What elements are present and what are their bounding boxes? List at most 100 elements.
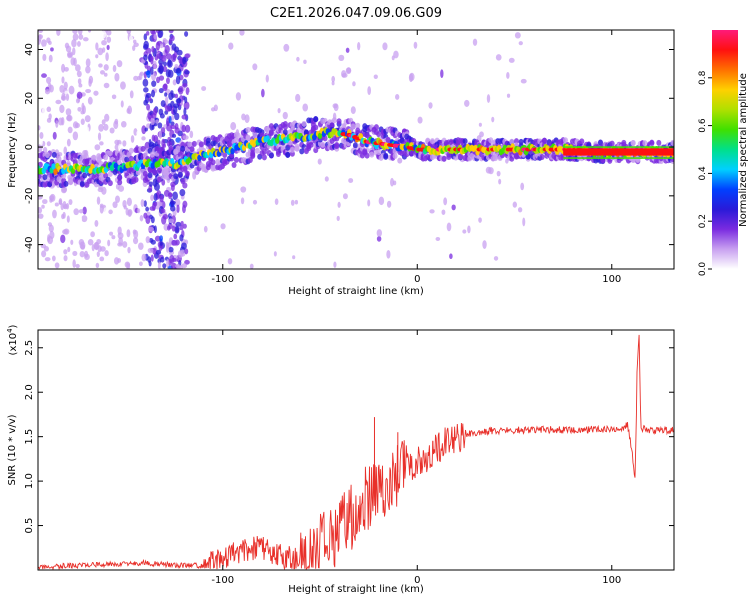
- noise-speck: [144, 127, 148, 132]
- noise-speck: [164, 39, 169, 45]
- noise-speck: [59, 84, 65, 93]
- noise-speck: [145, 206, 150, 212]
- ridge-halo: [245, 134, 251, 141]
- noise-speck: [66, 138, 71, 147]
- noise-speck: [182, 223, 187, 229]
- noise-speck: [429, 209, 435, 214]
- noise-speck: [142, 78, 149, 87]
- noise-speck: [161, 215, 167, 225]
- noise-speck: [170, 181, 176, 188]
- ridge-halo: [397, 157, 403, 164]
- ridge-halo: [649, 139, 655, 146]
- noise-speck: [136, 130, 142, 137]
- noise-speck: [118, 185, 125, 192]
- noise-speck: [106, 36, 112, 43]
- noise-speck: [70, 239, 74, 245]
- noise-speck: [165, 69, 171, 78]
- noise-speck: [184, 31, 189, 37]
- noise-speck: [174, 112, 180, 121]
- noise-speck: [435, 236, 441, 242]
- noise-speck: [317, 158, 322, 165]
- ridge-halo: [313, 116, 319, 123]
- noise-speck: [393, 50, 399, 59]
- noise-speck: [92, 30, 97, 38]
- noise-speck: [170, 205, 176, 212]
- ridge-halo: [42, 174, 48, 181]
- snr-line-layer: [38, 334, 674, 570]
- y-tick-label: 1.0: [24, 473, 35, 489]
- y-tick-label: 1.5: [24, 429, 35, 445]
- noise-speck: [99, 204, 104, 214]
- noise-speck: [140, 199, 145, 208]
- noise-speck: [75, 263, 80, 269]
- noise-speck: [177, 250, 184, 258]
- noise-speck: [151, 134, 156, 142]
- noise-speck: [149, 181, 153, 187]
- noise-speck: [170, 121, 175, 126]
- noise-speck: [121, 120, 127, 128]
- noise-speck: [94, 242, 99, 251]
- noise-speck: [472, 38, 478, 46]
- noise-speck: [158, 87, 164, 94]
- figure-title: C2E1.2026.047.09.06.G09: [270, 6, 442, 21]
- noise-speck: [74, 122, 80, 129]
- ridge-halo: [156, 176, 162, 183]
- ridge-halo: [268, 152, 274, 159]
- noise-speck: [437, 195, 443, 201]
- noise-speck: [179, 234, 184, 242]
- x-tick-label: 100: [602, 575, 621, 586]
- noise-speck: [174, 225, 180, 234]
- noise-speck: [101, 186, 107, 195]
- ridge-halo: [233, 156, 239, 163]
- noise-speck: [138, 261, 143, 267]
- noise-speck: [49, 198, 53, 203]
- noise-speck: [174, 123, 179, 130]
- noise-speck: [146, 103, 151, 111]
- noise-speck: [174, 63, 179, 70]
- noise-speck: [101, 39, 107, 46]
- noise-speck: [174, 93, 179, 99]
- noise-speck: [74, 73, 78, 80]
- ridge-halo: [630, 139, 636, 146]
- noise-speck: [145, 236, 151, 244]
- noise-speck: [133, 213, 138, 220]
- ridge-halo: [91, 154, 97, 161]
- noise-speck: [72, 47, 76, 56]
- ridge-halo: [509, 138, 515, 145]
- noise-speck: [227, 258, 233, 265]
- ridge-halo: [133, 176, 139, 183]
- noise-speck: [174, 198, 181, 207]
- noise-speck: [183, 107, 187, 116]
- ridge-halo: [539, 154, 545, 161]
- noise-speck: [166, 258, 170, 268]
- noise-speck: [451, 43, 457, 50]
- noise-speck: [141, 136, 146, 141]
- noise-speck: [150, 239, 156, 245]
- noise-speck: [518, 41, 523, 46]
- noise-speck: [85, 88, 92, 94]
- ridge-halo: [562, 137, 568, 144]
- noise-speck: [520, 78, 527, 84]
- ridge-halo: [140, 145, 146, 152]
- noise-speck: [166, 60, 173, 68]
- ridge-core: [230, 147, 235, 155]
- noise-speck: [342, 193, 348, 200]
- noise-speck: [181, 263, 188, 269]
- noise-speck: [122, 199, 127, 208]
- noise-speck: [274, 198, 279, 205]
- x-tick-label: -100: [211, 274, 234, 285]
- noise-speck: [333, 103, 339, 112]
- noise-speck: [170, 262, 177, 269]
- noise-speck: [157, 139, 161, 146]
- ridge-halo: [299, 148, 305, 155]
- ridge-halo: [579, 138, 585, 145]
- noise-speck: [153, 201, 158, 207]
- noise-speck: [66, 115, 72, 122]
- ridge-band-edge: [563, 146, 674, 148]
- noise-speck: [139, 215, 144, 222]
- noise-speck: [163, 61, 168, 67]
- noise-speck: [48, 40, 52, 45]
- noise-speck: [294, 199, 299, 205]
- noise-speck: [72, 30, 78, 34]
- noise-speck: [90, 231, 95, 238]
